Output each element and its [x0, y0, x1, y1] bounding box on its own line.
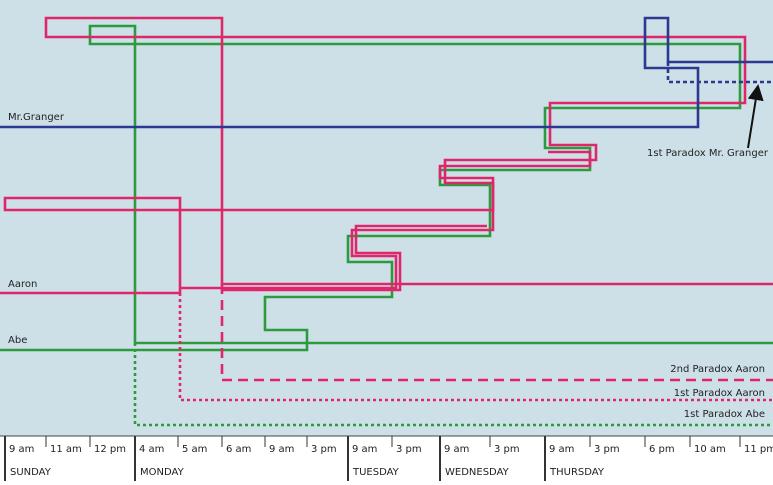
time-tick-label: 6 am — [226, 444, 251, 455]
aaron-path-2 — [180, 150, 592, 290]
day-label: WEDNESDAY — [445, 467, 510, 478]
time-tick-label: 9 am — [444, 444, 469, 455]
time-tick-label: 11 pm — [744, 444, 773, 455]
time-tick-label: 3 pm — [311, 444, 337, 455]
time-tick-label: 6 pm — [649, 444, 675, 455]
day-label: SUNDAY — [10, 467, 52, 478]
granger-path — [0, 16, 773, 129]
time-tick-label: 9 am — [352, 444, 377, 455]
time-tick-label: 9 am — [549, 444, 574, 455]
aaron-path-3 — [222, 224, 487, 292]
annotation: 2nd Paradox Aaron — [670, 364, 765, 375]
annotation: 1st Paradox Mr. Granger — [647, 148, 769, 159]
time-tick-label: 5 am — [182, 444, 207, 455]
annotation: 1st Paradox Aaron — [674, 388, 765, 399]
aaron-paradox-2 — [220, 284, 773, 382]
line-label: Abe — [8, 335, 27, 346]
time-tick-label: 4 am — [139, 444, 164, 455]
line-label: Aaron — [8, 279, 37, 290]
arrow — [747, 84, 764, 149]
time-tick-label: 11 am — [50, 444, 82, 455]
line-label: Mr.Granger — [8, 112, 65, 123]
aaron-path — [0, 16, 773, 295]
day-label: MONDAY — [140, 467, 185, 478]
time-tick-label: 10 am — [694, 444, 726, 455]
time-tick-label: 3 pm — [396, 444, 422, 455]
time-tick-label: 12 pm — [94, 444, 126, 455]
background — [0, 0, 773, 436]
day-label: TUESDAY — [352, 467, 400, 478]
annotation: 1st Paradox Abe — [684, 409, 765, 420]
day-label: THURSDAY — [549, 467, 605, 478]
time-tick-label: 9 am — [9, 444, 34, 455]
time-tick-label: 3 pm — [494, 444, 520, 455]
time-tick-label: 9 am — [269, 444, 294, 455]
time-tick-label: 3 pm — [594, 444, 620, 455]
